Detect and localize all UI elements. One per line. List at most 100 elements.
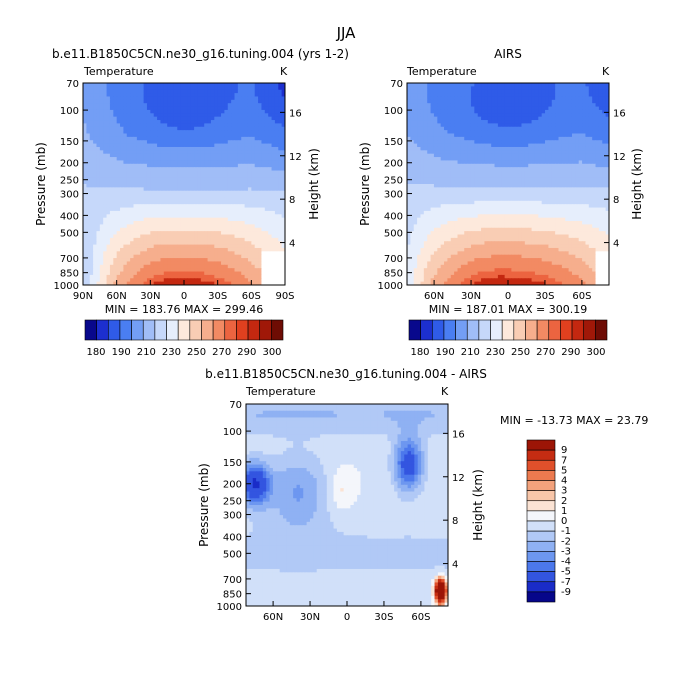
heatmap-cell (200, 254, 205, 259)
heatmap-cell (130, 93, 134, 97)
heatmap-cell (258, 251, 262, 256)
heatmap-cell (194, 109, 198, 114)
heatmap-cell (450, 99, 455, 104)
heatmap-cell (86, 214, 91, 219)
heatmap-cell (133, 123, 138, 128)
heatmap-cell (558, 120, 563, 124)
heatmap-cell (268, 221, 273, 225)
heatmap-cell (99, 258, 104, 262)
heatmap-cell (116, 224, 121, 229)
heatmap-cell (555, 150, 559, 155)
heatmap-cell (545, 146, 549, 151)
heatmap-cell (227, 160, 232, 165)
heatmap-cell (120, 217, 124, 222)
heatmap-cell (204, 160, 209, 165)
heatmap-cell (254, 123, 259, 128)
heatmap-cell (217, 120, 222, 124)
heatmap-cell (207, 83, 212, 87)
heatmap-cell (157, 106, 161, 111)
heatmap-cell (177, 214, 182, 219)
heatmap-cell (430, 146, 435, 151)
heatmap-cell (605, 120, 610, 124)
heatmap-cell (241, 93, 246, 97)
heatmap-cell (237, 130, 242, 134)
height-tick-label: 4 (289, 239, 295, 250)
heatmap-cell (224, 120, 229, 124)
heatmap-cell (261, 217, 266, 222)
heatmap-cell (120, 180, 124, 185)
heatmap-cell (582, 130, 586, 134)
heatmap-cell (271, 234, 276, 239)
heatmap-cell (221, 103, 225, 108)
heatmap-cell (605, 86, 610, 91)
heatmap-cell (83, 244, 87, 249)
heatmap-cell (204, 173, 209, 178)
heatmap-cell (194, 190, 198, 195)
heatmap-cell (89, 167, 94, 172)
heatmap-cell (224, 190, 229, 195)
heatmap-cell (200, 241, 205, 246)
heatmap-cell (494, 103, 499, 108)
heatmap-cell (464, 123, 469, 128)
heatmap-cell (268, 123, 273, 128)
heatmap-cell (143, 271, 148, 276)
heatmap-cell (136, 207, 141, 212)
heatmap-cell (197, 133, 202, 138)
heatmap-cell (143, 244, 148, 249)
heatmap-cell (281, 247, 286, 252)
heatmap-cell (588, 120, 593, 124)
heatmap-cell (103, 130, 108, 134)
heatmap-cell (575, 136, 580, 141)
heatmap-cell (187, 160, 192, 165)
heatmap-cell (234, 173, 239, 178)
heatmap-cell (194, 116, 198, 121)
heatmap-cell (234, 271, 239, 276)
heatmap-cell (481, 150, 485, 155)
heatmap-cell (204, 244, 209, 249)
heatmap-cell (224, 187, 229, 192)
heatmap-cell (86, 184, 91, 188)
heatmap-cell (150, 221, 155, 225)
heatmap-cell (197, 150, 202, 155)
heatmap-cell (83, 133, 87, 138)
heatmap-cell (163, 173, 168, 178)
heatmap-cell (120, 261, 124, 266)
heatmap-cell (120, 83, 124, 87)
heatmap-cell (214, 130, 219, 134)
heatmap-cell (508, 130, 512, 134)
heatmap-cell (274, 180, 279, 185)
heatmap-cell (167, 177, 172, 182)
heatmap-cell (197, 261, 202, 266)
heatmap-cell (109, 184, 114, 188)
heatmap-cell (133, 140, 138, 145)
heatmap-cell (565, 136, 570, 141)
heatmap-cell (89, 120, 94, 124)
heatmap-cell (167, 173, 172, 178)
heatmap-cell (420, 136, 425, 141)
heatmap-cell (508, 143, 512, 148)
heatmap-cell (501, 113, 506, 118)
heatmap-cell (251, 153, 256, 158)
heatmap-cell (170, 133, 175, 138)
heatmap-cell (140, 133, 145, 138)
heatmap-cell (254, 258, 259, 262)
heatmap-cell (120, 173, 124, 178)
heatmap-cell (247, 261, 252, 266)
heatmap-cell (136, 251, 141, 256)
heatmap-cell (598, 126, 603, 131)
heatmap-cell (143, 113, 148, 118)
heatmap-cell (261, 264, 266, 269)
heatmap-cell (582, 93, 586, 97)
heatmap-cell (184, 136, 188, 141)
heatmap-cell (113, 103, 118, 108)
heatmap-cell (268, 217, 273, 222)
heatmap-cell (234, 261, 239, 266)
heatmap-cell (237, 146, 242, 151)
heatmap-cell (595, 96, 600, 101)
heatmap-cell (427, 106, 432, 111)
heatmap-cell (427, 130, 432, 134)
heatmap-cell (103, 210, 108, 215)
heatmap-cell (588, 106, 593, 111)
heatmap-cell (143, 224, 148, 229)
